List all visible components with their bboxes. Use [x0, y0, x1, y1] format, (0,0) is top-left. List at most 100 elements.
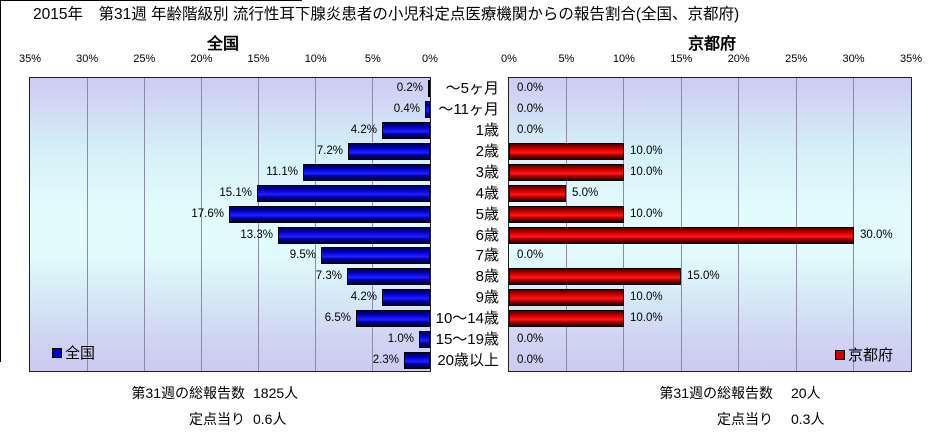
bar-value-label: 11.1% — [266, 166, 298, 178]
category-label: 1歳 — [475, 121, 499, 139]
axis-tick-label: 15% — [247, 53, 270, 65]
bar-value-label: 0.0% — [517, 82, 544, 94]
bar-value-label: 0.0% — [517, 103, 544, 115]
category-label: 6歳 — [475, 226, 499, 244]
grid-line — [795, 78, 797, 371]
grid-line — [853, 78, 855, 371]
right-per-sentinel-value: 0.3人 — [791, 411, 825, 427]
bar-value-label: 30.0% — [860, 229, 893, 241]
bar — [509, 289, 624, 306]
grid-line — [623, 78, 625, 371]
grid-line — [86, 78, 88, 371]
bar-value-label: 13.3% — [240, 229, 273, 241]
bar — [303, 164, 430, 181]
bar — [509, 310, 624, 327]
bar — [509, 206, 624, 223]
grid-line — [565, 78, 567, 371]
bar — [404, 352, 430, 369]
bar-value-label: 5.0% — [572, 187, 599, 199]
category-label: 9歳 — [475, 289, 499, 307]
bar-value-label: 7.3% — [315, 270, 342, 282]
grid-line — [143, 78, 145, 371]
bar — [428, 80, 430, 97]
grid-line — [372, 78, 374, 371]
top-border-line — [0, 0, 302, 1]
category-label: ～11ヶ月 — [438, 100, 499, 118]
grid-line — [315, 78, 317, 371]
bar — [425, 101, 430, 118]
zenkoku-legend-swatch-icon — [52, 347, 62, 358]
category-label: 3歳 — [475, 163, 499, 181]
bar-value-label: 17.6% — [191, 208, 224, 220]
category-label: ～5ヶ月 — [445, 80, 499, 97]
category-label: 4歳 — [475, 184, 499, 202]
grid-line — [680, 78, 682, 371]
left-legend: 全国 — [52, 342, 95, 363]
axis-tick-label: 30% — [842, 53, 865, 65]
axis-tick-label: 20% — [727, 53, 750, 65]
right-total-value: 20人 — [791, 385, 821, 401]
grid-line — [200, 78, 202, 371]
category-label: 15～19歳 — [435, 331, 499, 349]
axis-tick-label: 5% — [558, 53, 575, 65]
bar-value-label: 10.0% — [630, 291, 663, 303]
bar — [229, 206, 430, 223]
category-label: 20歳以上 — [437, 352, 499, 370]
left-per-sentinel-label: 定点当り — [189, 411, 245, 427]
bar — [257, 185, 430, 202]
bar — [348, 143, 430, 160]
bar-value-label: 0.0% — [517, 249, 544, 261]
left-border-line — [0, 0, 1, 362]
bar — [356, 310, 430, 327]
category-label: 10～14歳 — [435, 310, 499, 328]
chart-title: 2015年 第31週 年齢階級別 流行性耳下腺炎患者の小児科定点医療機関からの報… — [33, 6, 740, 23]
left-per-sentinel-value: 0.6人 — [253, 411, 287, 427]
kyoto-legend-swatch-icon — [835, 349, 845, 360]
bar — [419, 331, 430, 348]
grid-line — [258, 78, 260, 371]
bar-value-label: 10.0% — [630, 145, 663, 157]
category-label: 7歳 — [475, 247, 499, 265]
left-total-label: 第31週の総報告数 — [131, 385, 245, 401]
bar — [382, 289, 430, 306]
bar-value-label: 0.0% — [517, 333, 544, 345]
bar-value-label: 0.0% — [517, 124, 544, 136]
bar — [382, 122, 430, 139]
bar-value-label: 4.2% — [350, 291, 377, 303]
bar-value-label: 6.5% — [324, 312, 351, 324]
grid-line — [738, 78, 740, 371]
axis-tick-label: 10% — [304, 53, 327, 65]
bar-value-label: 2.3% — [372, 354, 399, 366]
bar-value-label: 10.0% — [630, 208, 663, 220]
bar-value-label: 15.0% — [687, 270, 720, 282]
right-total-label: 第31週の総報告数 — [659, 385, 773, 401]
bar — [347, 268, 430, 285]
bar — [278, 227, 430, 244]
bar-value-label: 9.5% — [289, 249, 316, 261]
right-legend: 京都府 — [835, 344, 893, 365]
bar-value-label: 15.1% — [219, 187, 252, 199]
left-total-value: 1825人 — [253, 385, 299, 401]
axis-tick-label: 30% — [76, 53, 99, 65]
bar-value-label: 10.0% — [630, 312, 663, 324]
bar-value-label: 4.2% — [350, 124, 377, 136]
bar-value-label: 0.4% — [393, 103, 420, 115]
bar-value-label: 0.2% — [396, 82, 423, 94]
category-label: 2歳 — [475, 142, 499, 160]
axis-tick-label: 25% — [785, 53, 808, 65]
bar — [321, 247, 430, 264]
axis-tick-label: 15% — [670, 53, 693, 65]
kyoto-legend-label: 京都府 — [848, 347, 894, 364]
bar — [509, 268, 681, 285]
bar — [509, 143, 624, 160]
axis-tick-label: 20% — [190, 53, 213, 65]
zenkoku-legend-label: 全国 — [65, 345, 96, 362]
axis-tick-label: 25% — [133, 53, 156, 65]
bar — [509, 227, 854, 244]
axis-tick-label: 10% — [612, 53, 635, 65]
bar — [509, 164, 624, 181]
right-plot-area: 0.0% 0.0% 0.0% 10.0% 10.0% 5.0% 10.0% 30.0% 0.0%… — [508, 77, 912, 372]
bar-value-label: 1.0% — [387, 333, 414, 345]
bar-value-label: 0.0% — [517, 354, 544, 366]
